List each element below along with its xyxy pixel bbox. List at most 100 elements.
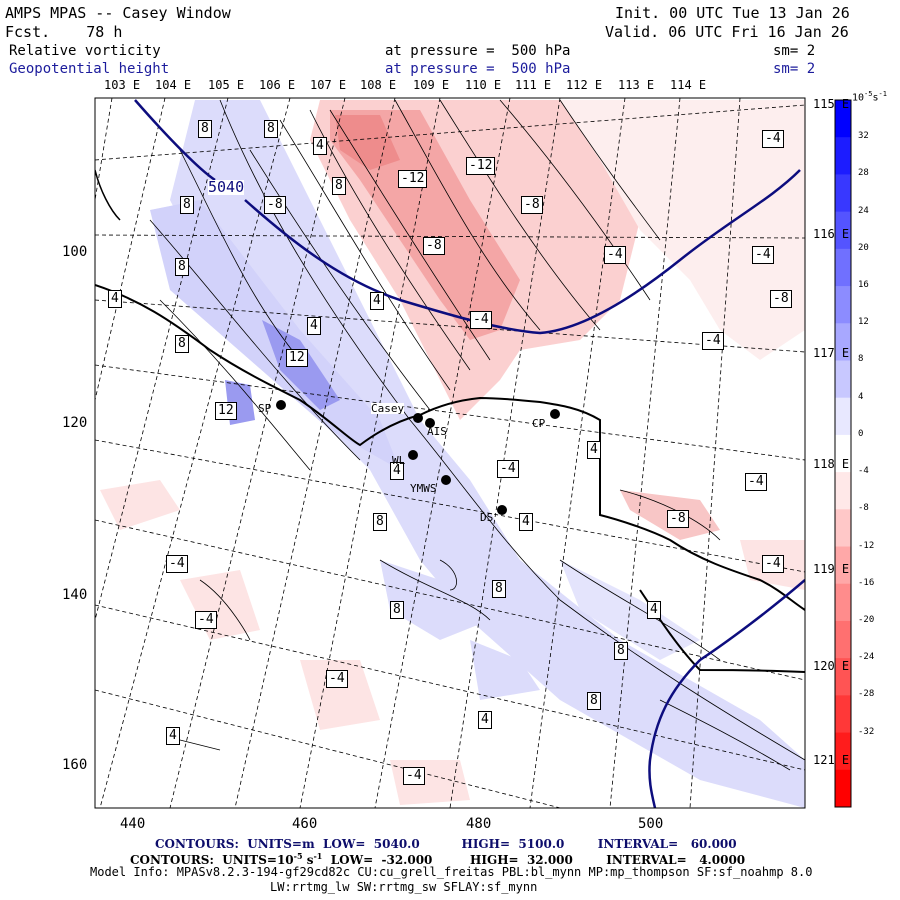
- y-tick: 120: [62, 415, 88, 431]
- contour-label: 4: [370, 292, 384, 311]
- contour-label: -8: [770, 290, 792, 309]
- contour-label: -4: [470, 311, 492, 330]
- colorbar-label: -8: [858, 503, 869, 514]
- colorbar-swatch: [835, 658, 851, 696]
- contour-label: -4: [762, 555, 784, 574]
- field1-name: Relative vorticity: [9, 43, 161, 59]
- contour-label: 8: [614, 642, 628, 661]
- colorbar-swatch: [835, 137, 851, 175]
- colorbar-label: 32: [858, 131, 869, 142]
- contour-label: -8: [264, 196, 286, 215]
- colorbar: [835, 100, 851, 808]
- contour-label: 4: [519, 513, 533, 532]
- contour-label: 8: [175, 258, 189, 277]
- contour-label: -4: [497, 460, 519, 479]
- station-label-sp: SP: [258, 402, 272, 415]
- field1-level: at pressure = 500 hPa: [385, 43, 571, 59]
- contour-label: -4: [702, 332, 724, 351]
- contour-label: -8: [667, 510, 689, 529]
- colorbar-label: 28: [858, 168, 869, 179]
- top-longitude-label: 112 E: [566, 78, 603, 92]
- right-longitude-label: 117 E: [813, 346, 850, 360]
- station-label-ais: AIS: [427, 425, 447, 438]
- contour-label: 4: [478, 711, 492, 730]
- station-markers: [276, 400, 560, 515]
- station-label-ds: DS: [480, 511, 494, 524]
- colorbar-swatch: [835, 732, 851, 771]
- negative-vorticity-band: [560, 100, 805, 360]
- top-longitude-label: 108 E: [360, 78, 397, 92]
- colorbar-units: 10-5s-1: [852, 90, 887, 104]
- contour-label: 4: [108, 290, 122, 309]
- positive-vorticity-band: [470, 640, 540, 700]
- contour-label: 8: [175, 335, 189, 354]
- top-longitude-label: 114 E: [670, 78, 707, 92]
- contour-label: 12: [215, 402, 237, 421]
- contour-label: -12: [466, 157, 496, 176]
- colorbar-swatch: [835, 100, 851, 138]
- right-longitude-label: 120 E: [813, 659, 850, 673]
- top-longitude-label: 105 E: [208, 78, 245, 92]
- field2-smoothing: sm= 2: [773, 61, 816, 77]
- colorbar-frame: [834, 99, 852, 808]
- colorbar-swatch: [835, 472, 851, 510]
- colorbar-label: -4: [858, 466, 869, 477]
- geopotential-height-contour: [648, 579, 805, 808]
- colorbar-swatch: [835, 434, 851, 473]
- contour-label: 12: [286, 349, 308, 368]
- negative-vorticity-band: [100, 480, 180, 530]
- top-longitude-label: 110 E: [465, 78, 502, 92]
- init-time: Init. 00 UTC Tue 13 Jan 26: [615, 4, 850, 22]
- colorbar-label: -12: [858, 540, 875, 551]
- top-longitude-label: 111 E: [515, 78, 552, 92]
- y-tick: 100: [62, 244, 88, 260]
- contour-label: -12: [398, 170, 428, 189]
- colorbar-label: 16: [858, 280, 869, 291]
- contour-label: 4: [166, 727, 180, 746]
- positive-vorticity-band: [380, 560, 490, 640]
- footer-vorticity-contours: CONTOURS: UNITS=10-5 s-1 LOW= -32.000 HI…: [130, 851, 746, 867]
- contour-label: -4: [326, 670, 348, 689]
- colorbar-label: 8: [858, 354, 864, 365]
- contour-label: -4: [604, 246, 626, 265]
- top-longitude-label: 106 E: [259, 78, 296, 92]
- contour-label: -8: [423, 237, 445, 256]
- contour-label: -4: [403, 767, 425, 786]
- colorbar-label: -24: [858, 652, 875, 663]
- contour-label: -4: [195, 611, 217, 630]
- coastline: [95, 169, 121, 221]
- footer-model-info: Model Info: MPASv8.2.3-194-gf29cd82c CU:…: [90, 865, 813, 879]
- colorbar-swatch: [835, 769, 851, 808]
- contour-label: -4: [752, 246, 774, 265]
- field2-name: Geopotential height: [9, 61, 170, 77]
- station-label-casey: Casey: [371, 402, 405, 415]
- field2-level: at pressure = 500 hPa: [385, 61, 571, 77]
- colorbar-swatch: [835, 323, 851, 361]
- negative-vorticity-band: [300, 660, 380, 730]
- positive-vorticity-band: [170, 100, 805, 808]
- colorbar-swatch: [835, 360, 851, 399]
- plot-frame: [94, 97, 806, 809]
- top-longitude-label: 103 E: [104, 78, 141, 92]
- colorbar-swatch: [835, 583, 851, 622]
- contour-label: 4: [587, 441, 601, 460]
- contour-label: 4: [313, 137, 327, 156]
- colorbar-label: 4: [858, 391, 864, 402]
- contour-label: 8: [390, 601, 404, 620]
- colorbar-swatch: [835, 211, 851, 250]
- x-tick: 500: [638, 816, 664, 832]
- contour-label: -4: [745, 473, 767, 492]
- colorbar-swatch: [835, 695, 851, 734]
- coastline: [95, 284, 805, 611]
- top-longitude-label: 113 E: [618, 78, 655, 92]
- positive-vorticity-band: [560, 560, 700, 660]
- colorbar-swatch: [835, 509, 851, 548]
- forecast-hour: Fcst. 78 h: [5, 23, 123, 41]
- contour-label: 8: [373, 513, 387, 532]
- y-tick: 140: [62, 587, 88, 603]
- negative-vorticity-band: [390, 760, 470, 805]
- x-tick: 480: [466, 816, 492, 832]
- contour-label: 8: [264, 120, 278, 139]
- colorbar-swatch: [835, 286, 851, 324]
